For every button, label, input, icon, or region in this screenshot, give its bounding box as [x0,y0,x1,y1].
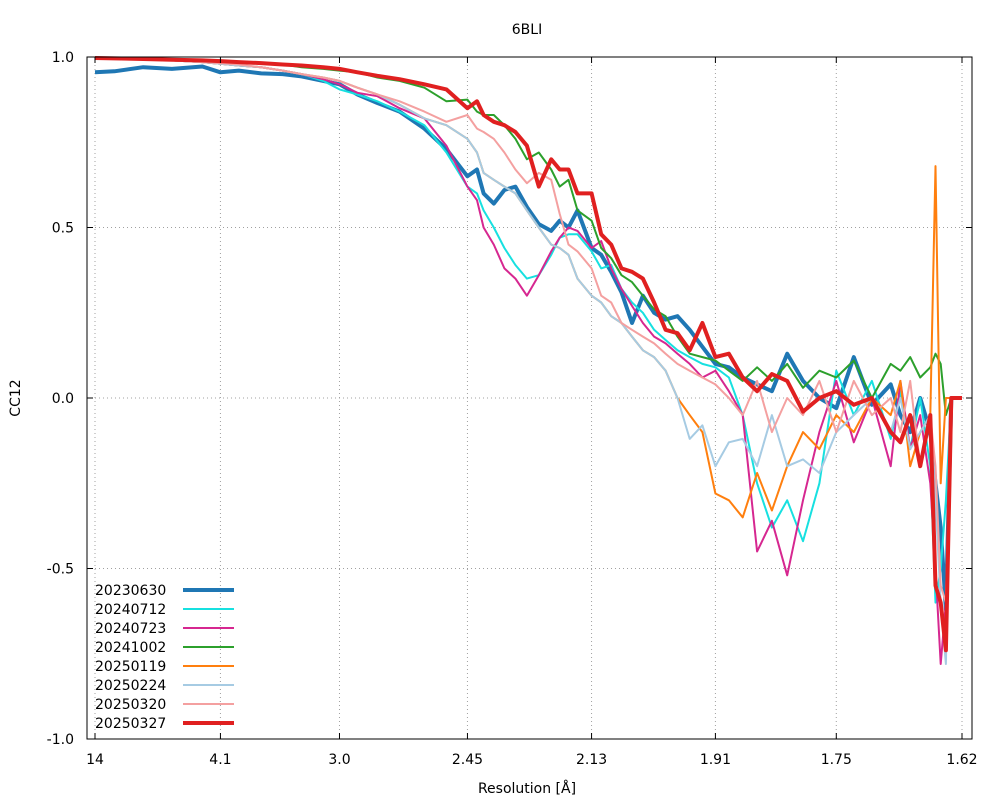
series-line-20241002 [94,57,962,417]
x-tick-label: 14 [86,752,104,768]
series-line-20250119 [94,57,962,519]
x-tick-label: 3.0 [328,752,350,768]
y-axis: 1.0 0.5 0.0 -0.5 -1.0 [47,50,972,748]
grid [87,56,972,740]
legend-label: 20250327 [95,716,166,732]
legend-label: 20250119 [95,659,166,675]
series-line-20250327 [94,56,962,653]
legend-label: 20241002 [95,640,166,656]
legend: 20230630 20240712 20240723 20241002 20250119… [95,583,234,732]
legend-label: 20250224 [95,678,166,694]
plot-lines [94,56,962,665]
x-tick-label: 1.62 [946,752,977,768]
legend-label: 20250320 [95,697,166,713]
x-tick-label: 2.13 [576,752,607,768]
x-tick-label: 1.75 [821,752,852,768]
series-line-20250320 [94,57,962,604]
legend-label: 20240723 [95,621,166,637]
x-axis-title: Resolution [Å] [478,780,576,797]
x-tick-label: 1.91 [700,752,731,768]
x-tick-label: 2.45 [452,752,483,768]
y-tick-label: 1.0 [52,50,74,66]
chart-title: 6BLI [512,22,542,38]
y-tick-label: 0.0 [52,391,74,407]
x-axis: 14 4.1 3.0 2.45 2.13 1.91 1.75 1.62 [86,57,978,768]
y-tick-label: 0.5 [52,221,74,237]
y-axis-title: CC12 [8,379,24,416]
series-line-20240712 [94,57,962,604]
x-tick-label: 4.1 [209,752,231,768]
legend-label: 20240712 [95,602,166,618]
legend-label: 20230630 [95,583,166,599]
y-tick-label: -1.0 [47,732,74,748]
y-tick-label: -0.5 [47,562,74,578]
